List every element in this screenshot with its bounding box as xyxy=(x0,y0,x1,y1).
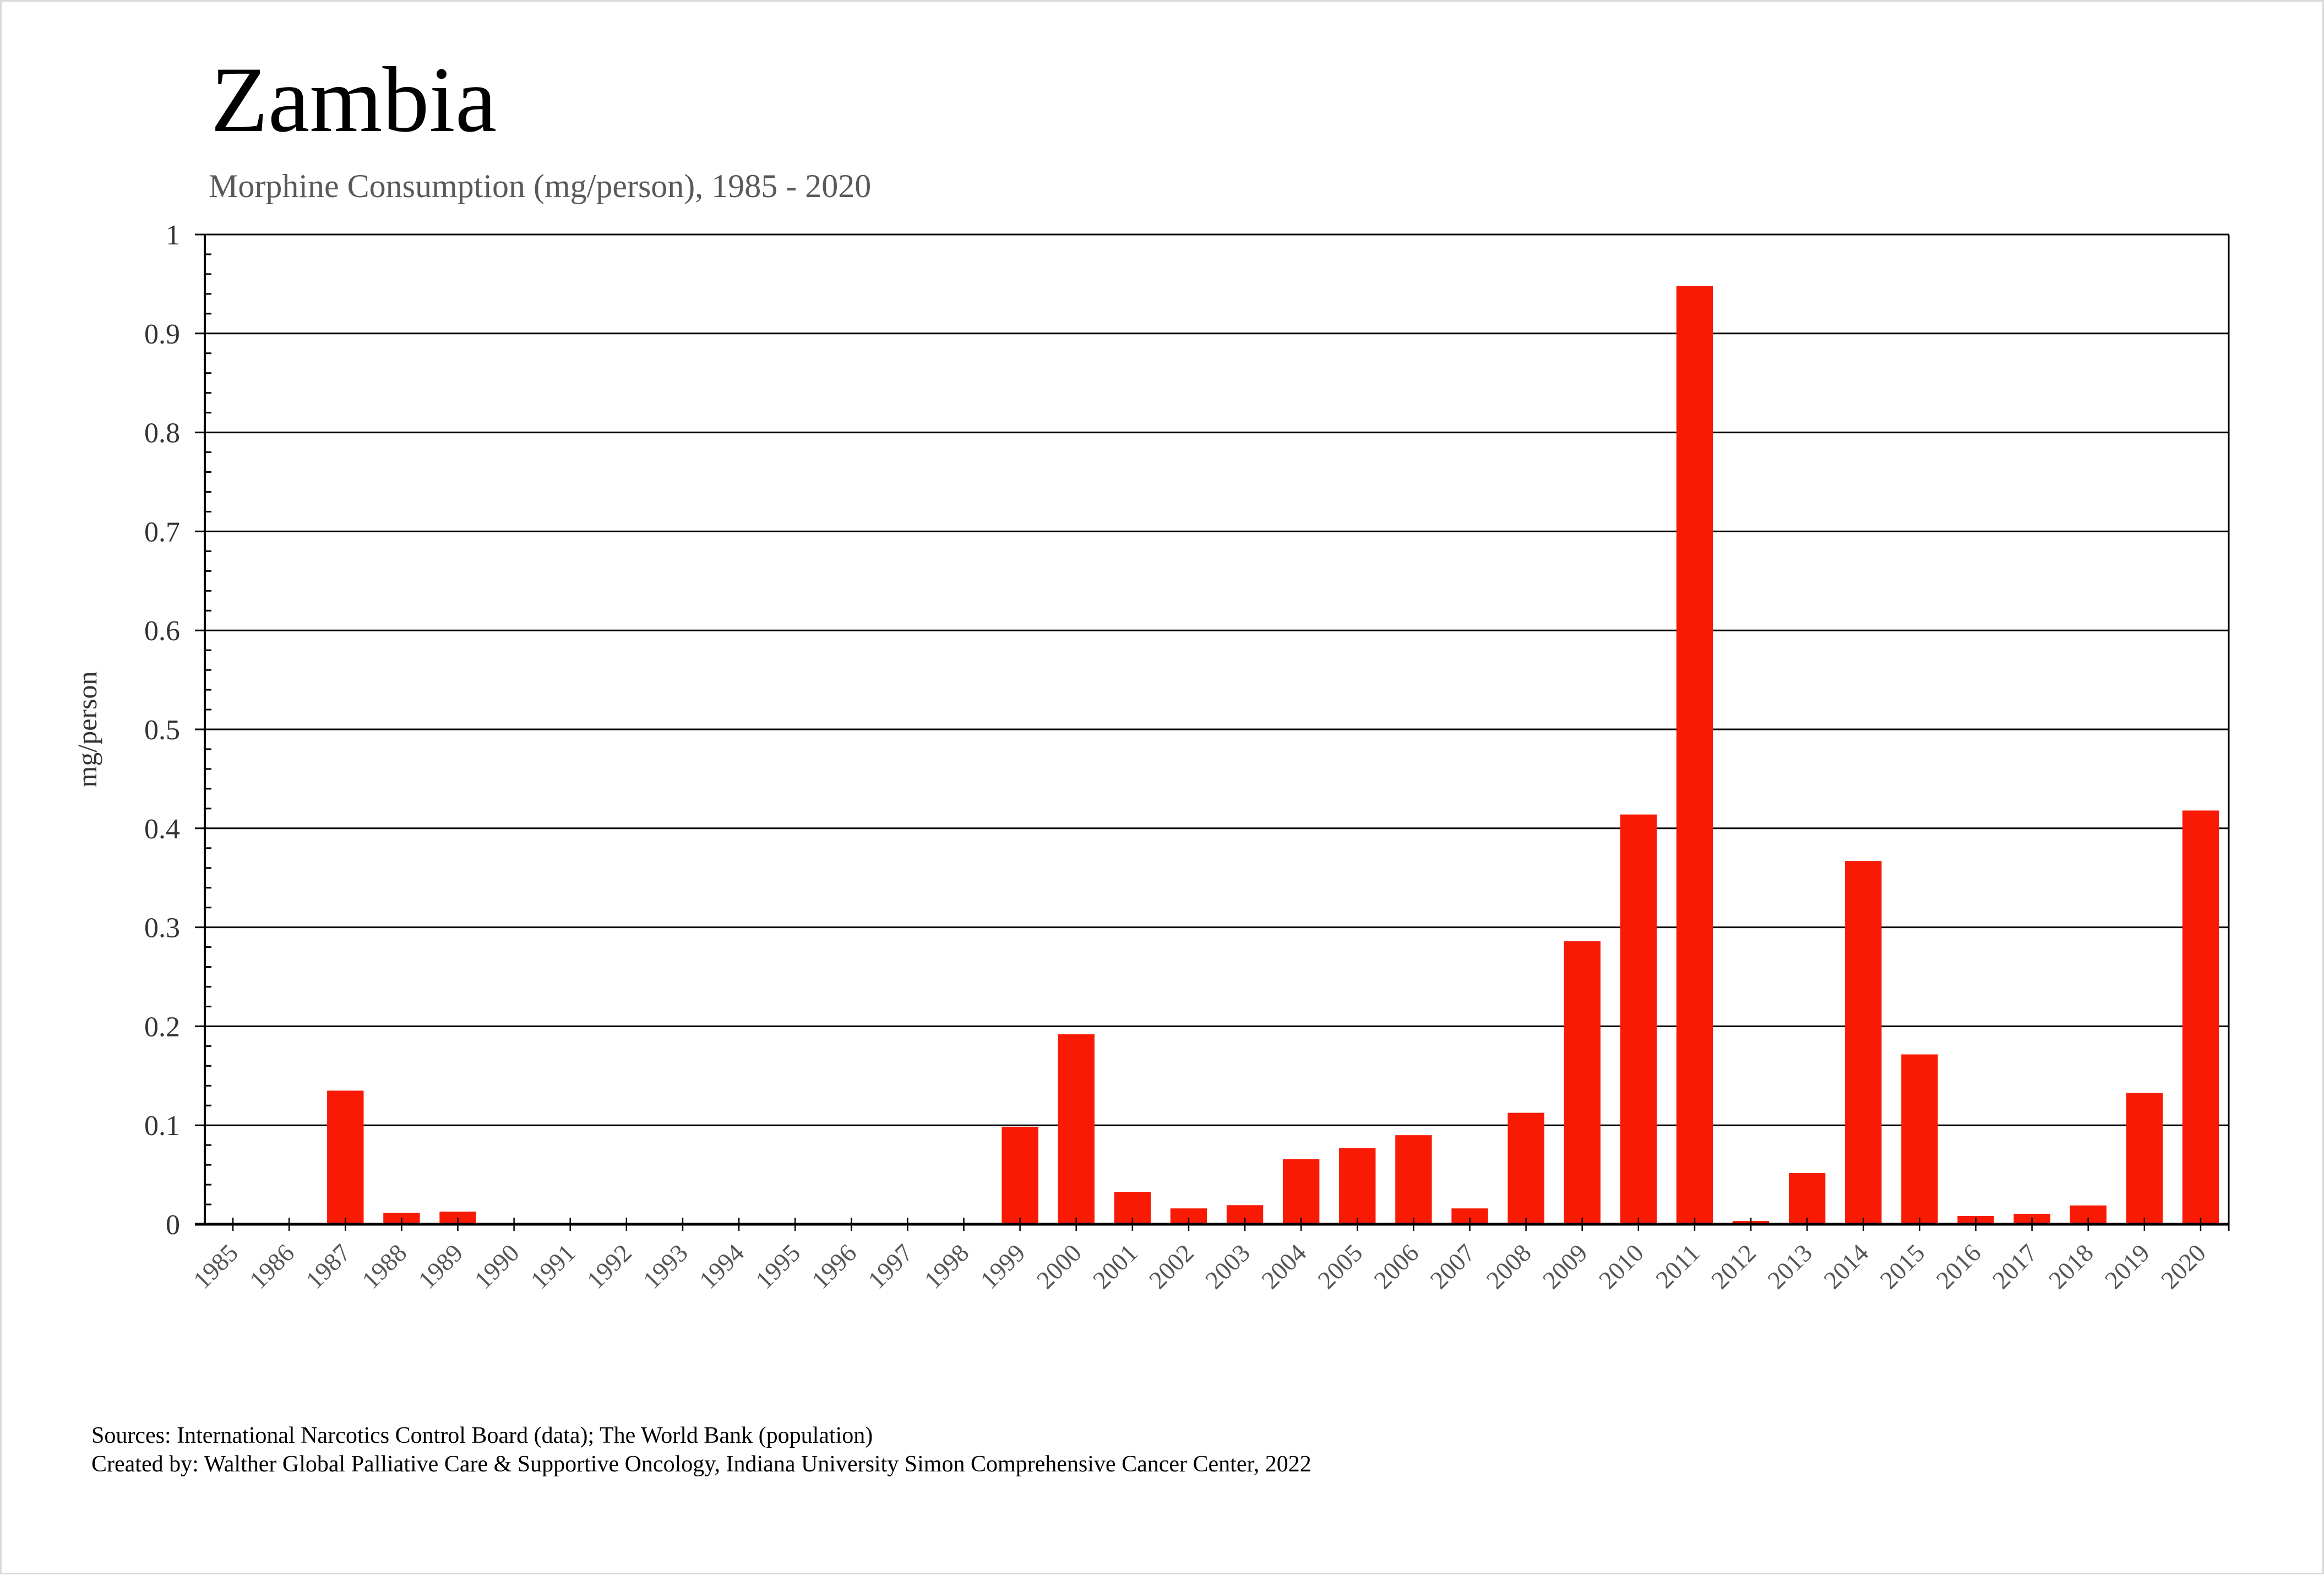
x-tick-label: 2003 xyxy=(1200,1239,1255,1294)
y-tick-label: 0.2 xyxy=(144,1011,180,1043)
x-tick-label: 1990 xyxy=(469,1239,525,1294)
x-tick-label: 2015 xyxy=(1874,1239,1930,1294)
x-tick-label: 1985 xyxy=(188,1239,243,1294)
sources-note: Sources: International Narcotics Control… xyxy=(91,1423,873,1448)
x-tick-label: 1994 xyxy=(694,1239,749,1294)
y-tick-label: 0.7 xyxy=(144,516,180,548)
bar-2009 xyxy=(1564,941,1601,1224)
x-tick-label: 1992 xyxy=(581,1239,637,1294)
x-tick-label: 1993 xyxy=(638,1239,693,1294)
bar-2000 xyxy=(1058,1034,1095,1224)
x-tick-label: 2005 xyxy=(1312,1239,1368,1294)
y-tick-label: 0.8 xyxy=(144,418,180,449)
x-tick-label: 2013 xyxy=(1762,1239,1817,1294)
y-tick-label: 0.9 xyxy=(144,319,180,350)
x-tick-label: 2008 xyxy=(1481,1239,1537,1294)
bar-2013 xyxy=(1788,1173,1826,1224)
x-tick-label: 2018 xyxy=(2043,1239,2099,1294)
x-tick-label: 1987 xyxy=(300,1239,356,1294)
bar-2008 xyxy=(1507,1113,1544,1224)
x-tick-label: 2009 xyxy=(1537,1239,1593,1294)
x-tick-label: 2012 xyxy=(1706,1239,1761,1294)
bar-2005 xyxy=(1339,1148,1376,1224)
x-tick-label: 1995 xyxy=(750,1239,805,1294)
y-axis-label: mg/person xyxy=(72,671,102,787)
bar-2014 xyxy=(1845,861,1882,1224)
bar-1987 xyxy=(327,1090,364,1224)
x-tick-label: 2004 xyxy=(1256,1239,1311,1294)
chart-subtitle: Morphine Consumption (mg/person), 1985 -… xyxy=(209,168,871,204)
x-tick-label: 2019 xyxy=(2099,1239,2155,1294)
x-tick-label: 1996 xyxy=(806,1239,862,1294)
bar-2004 xyxy=(1282,1159,1320,1224)
x-tick-label: 2017 xyxy=(1987,1239,2043,1294)
y-tick-label: 0.4 xyxy=(144,814,180,845)
x-tick-label: 1997 xyxy=(862,1239,918,1294)
y-tick-label: 0.3 xyxy=(144,913,180,944)
bar-2019 xyxy=(2126,1093,2163,1224)
bar-2006 xyxy=(1395,1135,1432,1224)
x-tick-label: 2016 xyxy=(1930,1239,1986,1294)
x-tick-label: 2010 xyxy=(1593,1239,1649,1294)
x-tick-label: 1986 xyxy=(244,1239,300,1294)
x-tick-label: 2007 xyxy=(1424,1239,1480,1294)
bar-2020 xyxy=(2182,810,2219,1224)
y-tick-label: 0 xyxy=(166,1209,180,1241)
y-tick-label: 0.5 xyxy=(144,715,180,746)
x-tick-label: 2000 xyxy=(1031,1239,1087,1294)
x-tick-label: 2001 xyxy=(1087,1239,1143,1294)
y-tick-label: 0.6 xyxy=(144,615,180,647)
x-tick-label: 1991 xyxy=(525,1239,581,1294)
credit-note: Created by: Walther Global Palliative Ca… xyxy=(91,1452,1311,1477)
bar-2015 xyxy=(1901,1054,1938,1224)
x-tick-label: 1988 xyxy=(356,1239,412,1294)
chart-title: Zambia xyxy=(211,48,497,151)
x-tick-label: 2006 xyxy=(1368,1239,1424,1294)
bar-2010 xyxy=(1620,814,1657,1224)
x-tick-label: 2014 xyxy=(1818,1239,1874,1294)
x-tick-label: 2020 xyxy=(2156,1239,2211,1294)
x-tick-label: 2002 xyxy=(1144,1239,1199,1294)
bar-1999 xyxy=(1002,1126,1038,1224)
x-tick-label: 1999 xyxy=(975,1239,1031,1294)
y-tick-label: 0.1 xyxy=(144,1110,180,1142)
bar-2011 xyxy=(1676,286,1713,1224)
x-tick-label: 2011 xyxy=(1650,1239,1705,1294)
y-tick-label: 1 xyxy=(166,220,180,251)
x-tick-label: 1998 xyxy=(918,1239,974,1294)
x-tick-label: 1989 xyxy=(412,1239,468,1294)
